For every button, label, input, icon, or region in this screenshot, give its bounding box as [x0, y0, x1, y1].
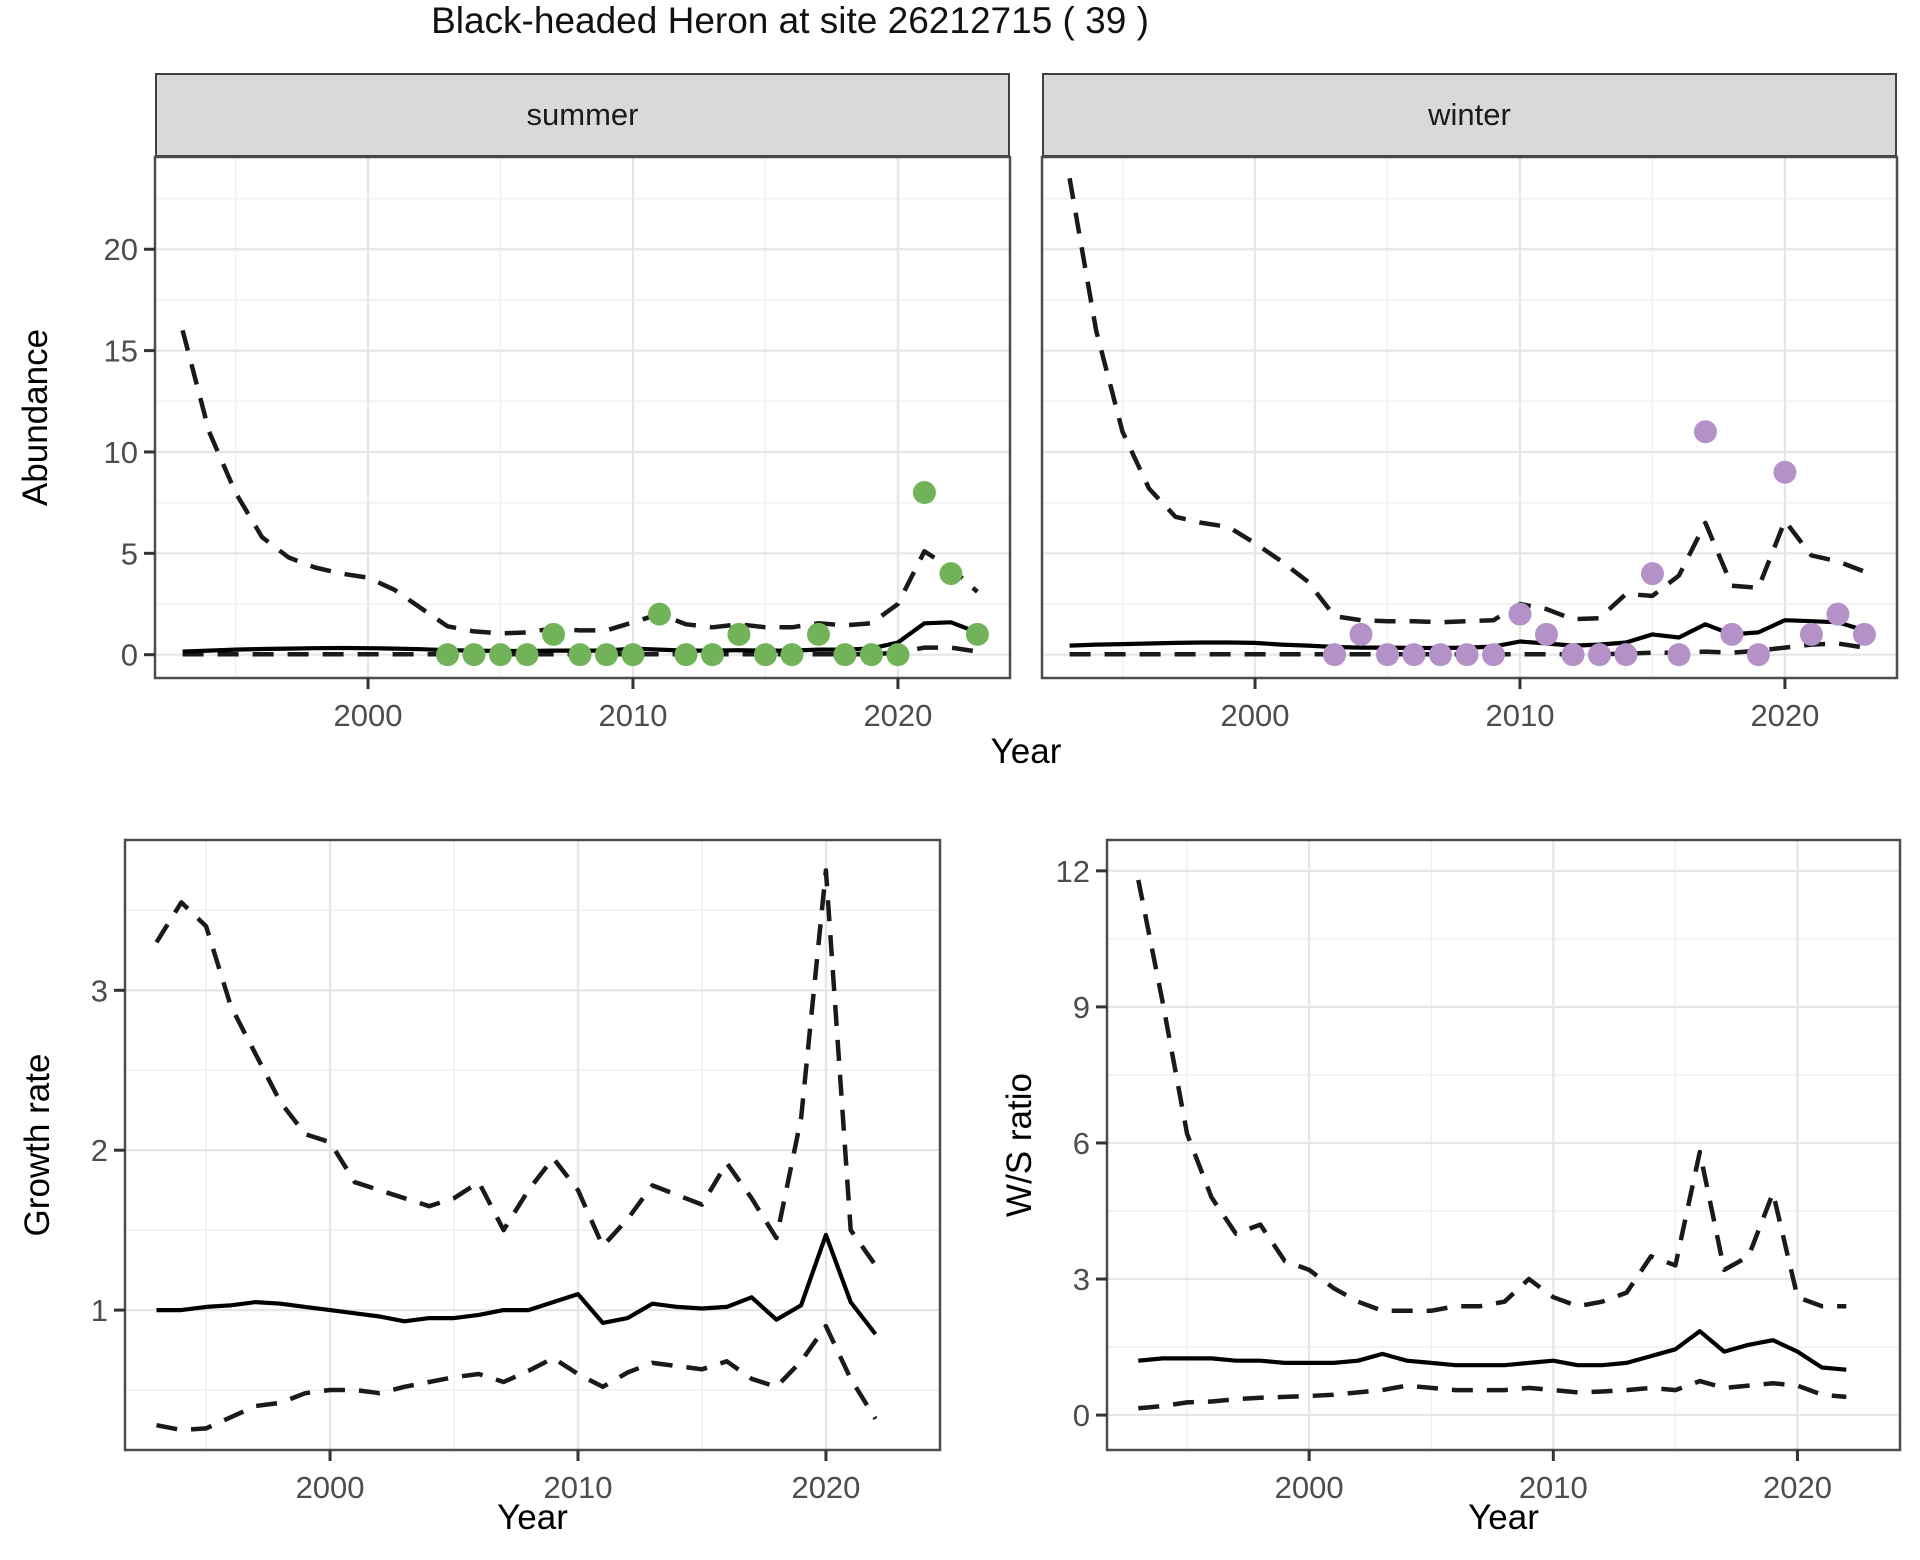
facet-strip-summer-label: summer: [526, 97, 639, 132]
data-point: [462, 643, 486, 667]
data-point: [1826, 602, 1850, 626]
data-point: [541, 622, 565, 646]
panel-border: [153, 155, 1012, 680]
data-point: [1375, 643, 1399, 667]
data-point: [1667, 643, 1691, 667]
x-tick-label: 2020: [791, 1470, 860, 1505]
data-point: [1693, 420, 1717, 444]
data-point: [780, 643, 804, 667]
data-point: [1799, 622, 1823, 646]
y-tick-label: 3: [91, 973, 108, 1008]
x-tick-label: 2010: [598, 698, 667, 733]
panel-border: [123, 838, 942, 1452]
y-tick-label: 6: [1073, 1126, 1090, 1161]
x-tick-label: 2010: [1519, 1470, 1588, 1505]
data-point: [1773, 460, 1797, 484]
facet-strip-winter: winter: [1042, 73, 1897, 157]
y-tick-label: 9: [1073, 990, 1090, 1025]
growth-rate-axis-label: Growth rate: [18, 1053, 57, 1237]
abundance-summer-panel: 2000 2010 2020 0 5 10 15 20: [104, 155, 1012, 733]
data-point: [515, 643, 539, 667]
growth-rate-panel: 2000 2010 2020 1 2 3: [91, 838, 942, 1505]
y-tick-label: 0: [1073, 1398, 1090, 1433]
lower-ci-line: [156, 1323, 878, 1433]
data-point: [488, 643, 512, 667]
facet-strip-winter-label: winter: [1428, 97, 1511, 132]
x-tick-label: 2000: [296, 1470, 365, 1505]
data-point: [1402, 643, 1426, 667]
upper-ci-line: [1067, 177, 1866, 625]
data-point: [1614, 643, 1638, 667]
ws-ratio-axis-label: W/S ratio: [1000, 1073, 1039, 1217]
data-point: [1428, 643, 1452, 667]
upper-ci-line: [154, 868, 878, 1267]
data-point: [594, 643, 618, 667]
top-year-axis-label: Year: [990, 732, 1062, 771]
data-point: [621, 643, 645, 667]
y-tick-label: 20: [104, 232, 138, 267]
abundance-axis-label: Abundance: [16, 328, 55, 507]
y-tick-label: 10: [104, 435, 138, 470]
observed-counts-points: [436, 481, 989, 667]
abundance-winter-panel: 2000 2010 2020: [1040, 155, 1899, 733]
model-fit-line: [156, 1232, 878, 1336]
data-point: [1323, 643, 1347, 667]
panel-border: [1040, 155, 1899, 680]
chart-title: Black-headed Heron at site 26212715 ( 39…: [431, 0, 1149, 41]
upper-ci-line: [180, 329, 979, 636]
data-point: [1720, 622, 1744, 646]
data-point: [886, 643, 910, 667]
bottom-right-year-axis-label: Year: [1468, 1498, 1539, 1537]
data-point: [647, 602, 671, 626]
x-tick-label: 2010: [1485, 698, 1554, 733]
x-tick-label: 2000: [1275, 1470, 1344, 1505]
data-point: [939, 562, 963, 586]
lower-ci-line: [1138, 1378, 1847, 1411]
data-point: [859, 643, 883, 667]
data-point: [1508, 602, 1532, 626]
y-tick-label: 3: [1073, 1262, 1090, 1297]
y-tick-label: 1: [91, 1293, 108, 1328]
data-point: [1455, 643, 1479, 667]
y-tick-label: 0: [121, 638, 138, 673]
data-point: [727, 622, 751, 646]
data-point: [1746, 643, 1770, 667]
data-point: [1534, 622, 1558, 646]
data-point: [436, 643, 460, 667]
data-point: [753, 643, 777, 667]
data-point: [912, 481, 936, 505]
y-tick-label: 2: [91, 1133, 108, 1168]
model-fit-line: [1138, 1329, 1847, 1372]
x-tick-label: 2020: [863, 698, 932, 733]
x-tick-label: 2000: [1221, 698, 1290, 733]
data-point: [806, 622, 830, 646]
data-point: [1481, 643, 1505, 667]
data-point: [1640, 562, 1664, 586]
data-point: [965, 622, 989, 646]
x-tick-label: 2020: [1750, 698, 1819, 733]
y-tick-label: 15: [104, 334, 138, 369]
data-point: [1349, 622, 1373, 646]
data-point: [674, 643, 698, 667]
data-point: [568, 643, 592, 667]
y-tick-label: 12: [1056, 854, 1090, 889]
data-point: [833, 643, 857, 667]
x-tick-label: 2000: [334, 698, 403, 733]
bottom-left-year-axis-label: Year: [497, 1498, 568, 1537]
data-point: [1561, 643, 1585, 667]
ws-ratio-panel: 2000 2010 2020 0 3 6 9 12: [1056, 838, 1902, 1505]
x-tick-label: 2020: [1763, 1470, 1832, 1505]
y-tick-label: 5: [121, 536, 138, 571]
upper-ci-line: [1136, 879, 1847, 1314]
x-tick-label: 2010: [544, 1470, 613, 1505]
data-point: [1852, 622, 1876, 646]
observed-counts-points: [1323, 420, 1876, 667]
panel-border: [1105, 838, 1902, 1452]
data-point: [700, 643, 724, 667]
data-point: [1587, 643, 1611, 667]
facet-strip-summer: summer: [155, 73, 1010, 157]
